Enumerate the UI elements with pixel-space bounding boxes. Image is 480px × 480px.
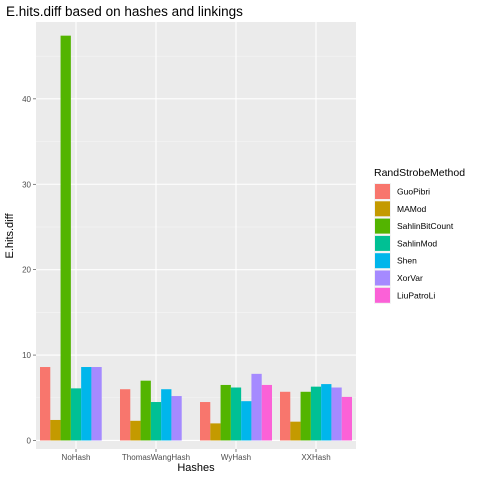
y-tick-label: 10	[22, 351, 31, 360]
legend-swatch	[375, 218, 390, 234]
legend-label: MAMod	[397, 204, 427, 214]
y-tick-label: 0	[27, 436, 32, 445]
legend-title: RandStrobeMethod	[374, 167, 465, 179]
bar-mamod-thomaswanghash	[130, 420, 141, 441]
bar-guopibri-xxhash	[280, 391, 291, 441]
bar-sahlinbitcount-wyhash	[220, 384, 231, 441]
chart-title: E.hits.diff based on hashes and linkings	[6, 4, 243, 19]
y-axis: 0 10 20 30 40	[22, 95, 36, 445]
bar-sahlinbitcount-thomaswanghash	[140, 380, 151, 441]
bar-sahlinmod-thomaswanghash	[150, 402, 162, 441]
legend: RandStrobeMethod GuoPibri MAMod SahlinBitC…	[374, 167, 465, 304]
legend-swatch	[375, 253, 390, 269]
x-tick-label: ThomasWangHash	[122, 453, 190, 462]
y-axis-title: E.hits.diff	[4, 213, 16, 259]
bar-xorvar-thomaswanghash	[171, 396, 182, 441]
legend-label: GuoPibri	[397, 187, 430, 197]
bar-mamod-xxhash	[290, 421, 301, 441]
legend-label: SahlinBitCount	[397, 221, 454, 231]
bar-xorvar-wyhash	[251, 373, 262, 441]
legend-swatch	[375, 184, 390, 199]
bar-sahlinbitcount-xxhash	[300, 391, 311, 441]
legend-label: SahlinMod	[397, 238, 437, 248]
y-tick-label: 40	[22, 95, 31, 104]
x-tick-label: XXHash	[301, 453, 330, 462]
bar-xorvar-xxhash	[331, 387, 342, 441]
bar-sahlinbitcount-nohash	[60, 35, 71, 441]
legend-label: Shen	[397, 256, 417, 266]
bar-shen-wyhash	[241, 401, 252, 441]
legend-swatch	[375, 201, 390, 217]
legend-swatch	[375, 235, 390, 251]
bars	[40, 35, 352, 441]
bar-liupatroli-wyhash	[261, 384, 272, 441]
y-tick-label: 20	[22, 266, 31, 275]
legend-swatch	[375, 270, 390, 286]
bar-guopibri-nohash	[40, 367, 51, 441]
bar-mamod-nohash	[50, 419, 61, 441]
x-axis-title: Hashes	[177, 462, 215, 474]
bar-mamod-wyhash	[210, 423, 221, 441]
bar-liupatroli-xxhash	[341, 396, 352, 441]
bar-sahlinmod-xxhash	[310, 386, 322, 441]
bar-sahlinmod-wyhash	[230, 387, 242, 441]
bar-guopibri-wyhash	[200, 402, 211, 441]
bar-xorvar-nohash	[91, 367, 102, 441]
bar-shen-thomaswanghash	[161, 389, 172, 441]
legend-label: XorVar	[397, 273, 423, 283]
gridlines	[36, 22, 356, 449]
x-axis: NoHash ThomasWangHash WyHash XXHash	[62, 449, 331, 462]
y-tick-label: 30	[22, 180, 31, 189]
legend-swatch	[375, 287, 390, 303]
x-tick-label: WyHash	[221, 453, 251, 462]
x-tick-label: NoHash	[62, 453, 91, 462]
bar-guopibri-thomaswanghash	[120, 389, 131, 441]
bar-shen-nohash	[81, 367, 92, 441]
bar-shen-xxhash	[321, 384, 332, 441]
legend-label: LiuPatroLi	[397, 290, 435, 300]
bar-sahlinmod-nohash	[70, 388, 82, 441]
